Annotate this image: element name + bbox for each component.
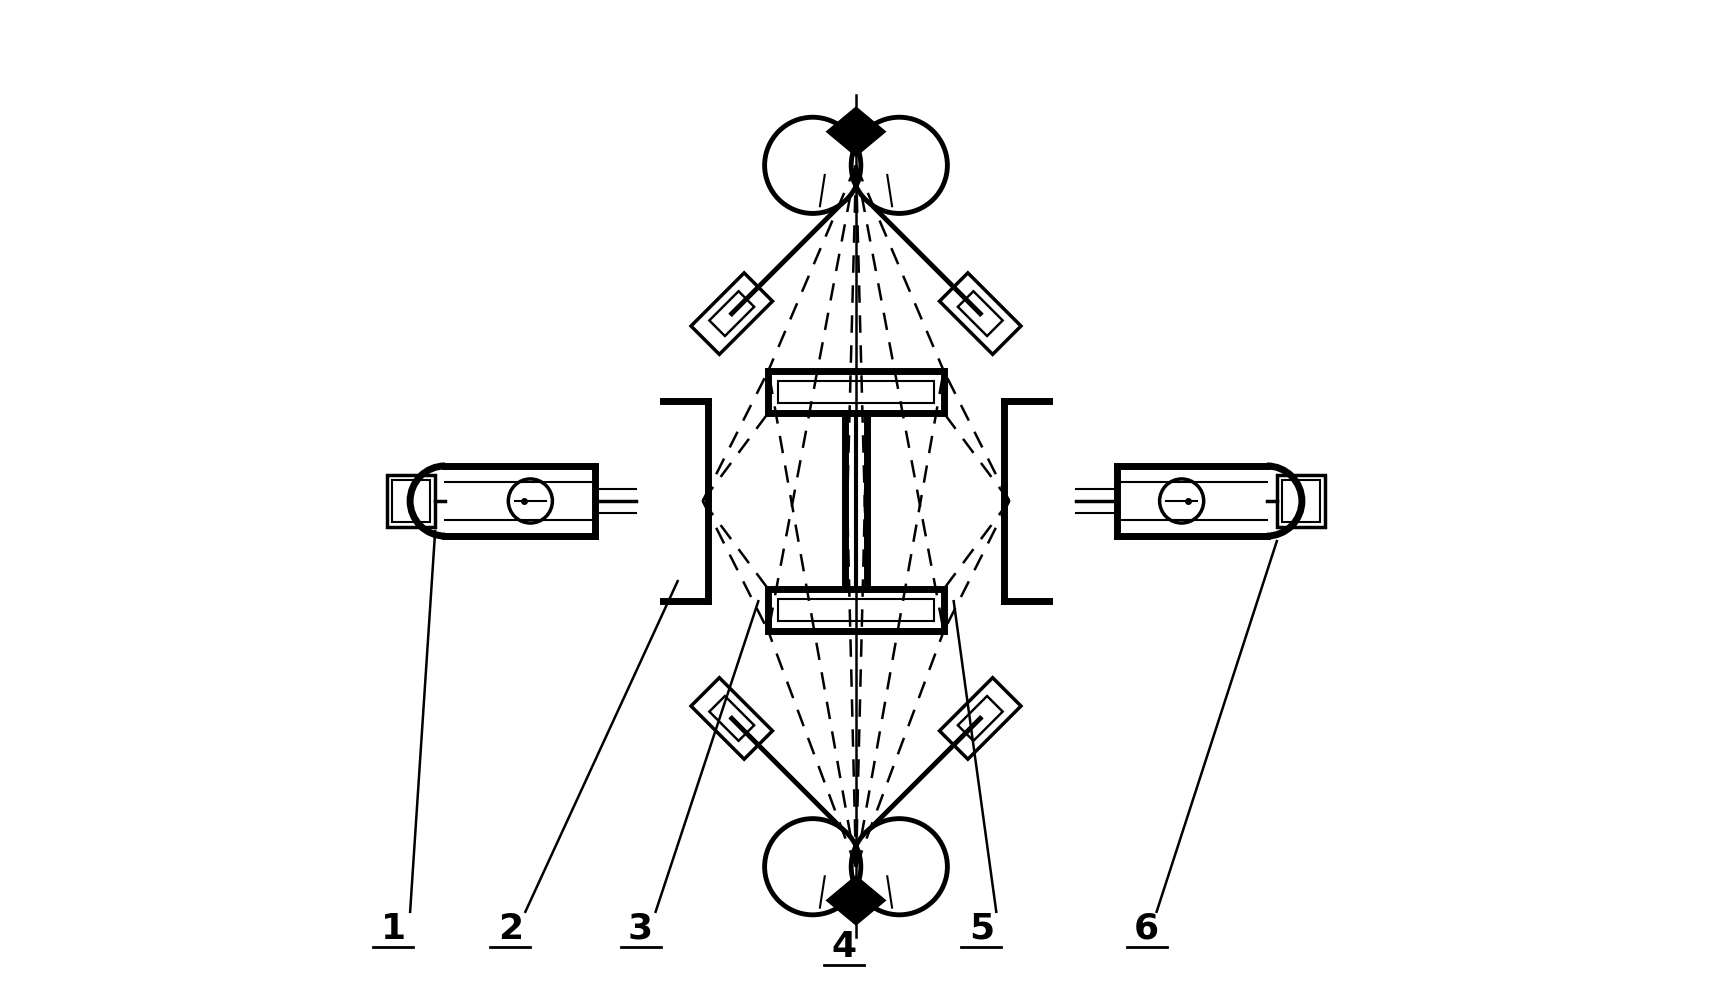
Text: 2: 2 (498, 912, 522, 946)
Polygon shape (827, 877, 885, 925)
Text: 6: 6 (1133, 912, 1159, 946)
Bar (779, 381, 933, 403)
Bar (769, 589, 943, 631)
Bar (1282, 480, 1320, 522)
Bar (392, 480, 430, 522)
Text: 3: 3 (628, 912, 654, 946)
Text: 5: 5 (969, 912, 993, 946)
Bar (1277, 475, 1325, 527)
Text: 1: 1 (380, 912, 406, 946)
Bar (769, 371, 943, 413)
Bar (387, 475, 435, 527)
Text: 4: 4 (832, 930, 856, 964)
Polygon shape (827, 107, 885, 155)
Bar (779, 599, 933, 621)
